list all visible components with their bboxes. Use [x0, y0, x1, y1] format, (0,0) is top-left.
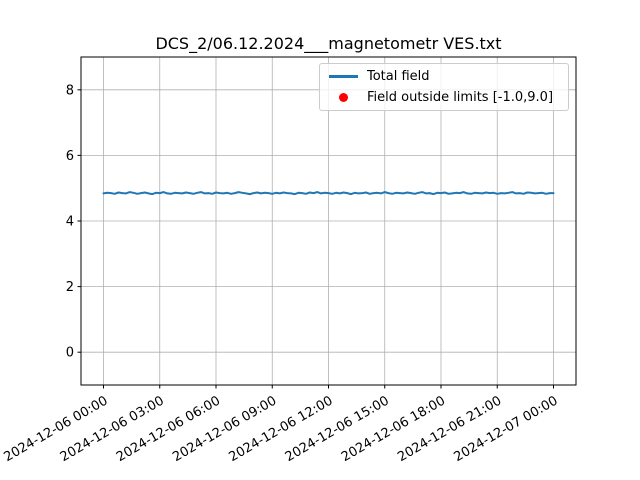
y-tick-label: 0 [66, 346, 74, 361]
legend: Total field Field outside limits [-1.0,9… [319, 63, 569, 111]
legend-label-total-field: Total field [367, 69, 430, 85]
x-tick-label: 2024-12-06 03:00 [58, 393, 167, 465]
outside-limits-dot-swatch [329, 92, 358, 102]
line-swatch-icon [329, 75, 358, 79]
legend-label-outside-limits: Field outside limits [-1.0,9.0] [367, 89, 554, 105]
y-tick-label: 2 [66, 280, 74, 295]
x-tick-label: 2024-12-06 18:00 [339, 393, 448, 465]
x-tick-label: 2024-12-07 00:00 [452, 393, 561, 465]
x-tick-label: 2024-12-06 09:00 [170, 393, 279, 465]
legend-entry-outside-limits: Field outside limits [-1.0,9.0] [329, 87, 560, 107]
y-tick-label: 4 [66, 215, 74, 230]
total-field-line [102, 191, 555, 196]
x-tick-label: 2024-12-06 15:00 [283, 393, 392, 465]
chart-title: DCS_2/06.12.2024___magnetometr VES.txt [155, 34, 502, 53]
total-field-line-swatch [329, 75, 358, 79]
x-tick-label: 2024-12-06 21:00 [395, 393, 504, 465]
y-tick-label: 8 [66, 83, 74, 98]
y-tick-label: 6 [66, 149, 74, 164]
x-tick-label: 2024-12-06 06:00 [114, 393, 223, 465]
x-tick-label: 2024-12-06 12:00 [227, 393, 336, 465]
legend-entry-total-field: Total field [329, 67, 560, 87]
dot-marker-icon [339, 92, 348, 102]
x-tick-label: 2024-12-06 00:00 [2, 393, 111, 465]
